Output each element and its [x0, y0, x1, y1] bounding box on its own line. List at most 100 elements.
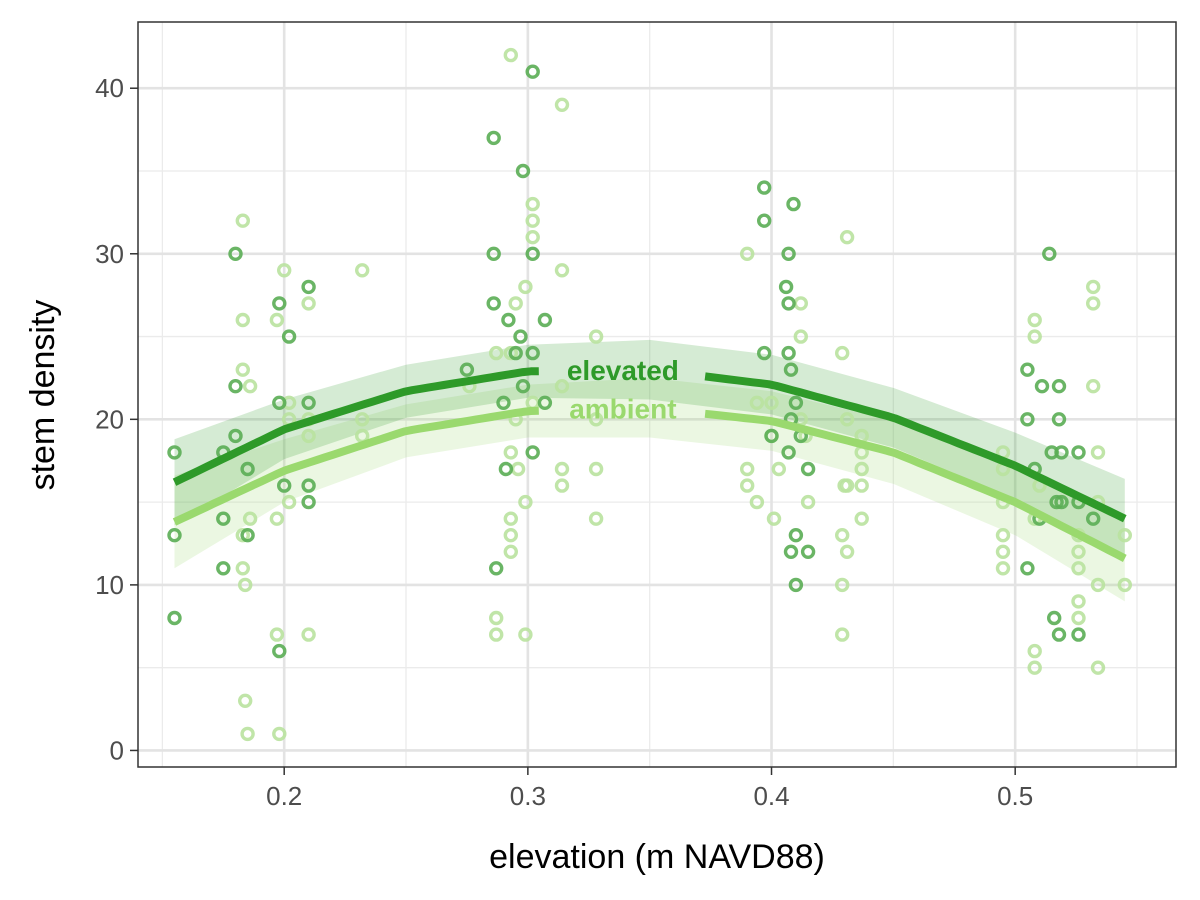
ambient-point — [766, 511, 782, 526]
ambient-point — [489, 610, 504, 626]
y-axis: 0 10 20 30 40 — [95, 73, 138, 765]
elevated-point — [498, 461, 514, 477]
ambient-point — [503, 511, 518, 526]
elevated-point — [1085, 511, 1101, 526]
ambient-point — [1027, 329, 1042, 344]
elevated-point — [1071, 445, 1086, 460]
elevated-point — [525, 445, 540, 460]
elevated-point — [167, 445, 182, 460]
ambient-point — [839, 478, 855, 493]
elevated-point — [781, 296, 796, 311]
ambient-point — [525, 213, 540, 228]
ambient-point — [835, 577, 850, 593]
elevated-point — [1046, 610, 1062, 626]
elevated-point — [1034, 379, 1050, 394]
elevated-point — [281, 329, 297, 344]
ambient-point — [854, 461, 869, 477]
ambient-point — [588, 511, 604, 526]
elevated-point — [778, 279, 794, 295]
ambient-point — [1090, 577, 1106, 593]
y-tick-label: 0 — [110, 735, 124, 765]
ambient-point — [740, 478, 755, 493]
ambient-point — [301, 296, 316, 311]
ambient-point — [740, 246, 755, 262]
elevated-point — [537, 312, 553, 328]
panel-border — [137, 21, 1177, 768]
ambient-point — [525, 229, 540, 245]
x-axis: 0.2 0.3 0.4 0.5 — [266, 767, 1033, 811]
ambient-point — [503, 544, 518, 559]
elevated-point — [486, 296, 501, 311]
elevated-fit-line — [172, 367, 539, 486]
ambient-curve-label: ambient — [569, 393, 676, 424]
ambient-point — [749, 395, 765, 410]
ambient-point — [854, 478, 869, 493]
ambient-point — [1071, 594, 1086, 609]
ambient-point — [518, 494, 533, 510]
ambient-point — [269, 312, 285, 328]
ambient-point — [1117, 577, 1133, 593]
elevated-point — [489, 561, 504, 576]
x-tick-label: 0.3 — [510, 781, 546, 811]
ambient-point — [554, 478, 570, 493]
ambient-point — [281, 494, 297, 510]
elevated-point — [1051, 412, 1067, 427]
ambient-point — [1071, 610, 1086, 626]
elevated-point — [800, 461, 816, 477]
elevated-curve-label: elevated — [567, 355, 679, 386]
elevated-point — [788, 528, 804, 543]
x-tick-label: 0.4 — [753, 781, 789, 811]
elevated-point — [240, 461, 255, 477]
ambient-point — [800, 494, 816, 510]
elevated-point — [486, 246, 501, 262]
ambient-point — [1071, 544, 1086, 559]
y-axis-title: stem density — [24, 300, 62, 491]
ambient-point — [489, 627, 504, 642]
ambient-point — [525, 196, 540, 212]
ambient-point — [269, 627, 285, 642]
elevated-point — [501, 312, 516, 328]
elevated-point — [800, 544, 816, 559]
elevated-point — [1042, 246, 1057, 262]
ambient-point — [355, 412, 370, 427]
elevated-point — [525, 64, 540, 79]
elevated-point — [301, 279, 316, 295]
elevated-point — [781, 345, 796, 361]
ambient-point — [771, 461, 786, 477]
curve-labels: elevated ambient — [567, 355, 679, 424]
elevated-point — [1051, 627, 1067, 642]
elevated-point — [167, 528, 182, 543]
y-tick-label: 20 — [95, 404, 124, 434]
ambient-point — [554, 379, 570, 394]
elevated-point — [277, 478, 292, 493]
elevated-point — [513, 329, 528, 344]
elevated-point — [167, 610, 182, 626]
ambient-point — [1027, 660, 1042, 675]
x-tick-label: 0.5 — [997, 781, 1033, 811]
elevated-point — [216, 561, 231, 576]
elevated-point — [272, 395, 287, 410]
ambient-point — [839, 544, 855, 559]
elevated-point — [1054, 445, 1069, 460]
ambient-point — [740, 461, 755, 477]
ambient-point — [235, 213, 251, 228]
ambient-point — [839, 412, 855, 427]
ambient-point — [237, 693, 253, 708]
elevated-point — [1054, 494, 1069, 510]
elevated-point — [1071, 627, 1086, 642]
ambient-point — [237, 577, 253, 593]
ambient-point — [242, 379, 258, 394]
elevated-point — [525, 345, 540, 361]
elevated-point — [216, 511, 231, 526]
ambient-point — [554, 263, 570, 278]
ambient-point — [272, 726, 287, 742]
ambient-point — [489, 345, 504, 361]
ambient-point — [235, 362, 251, 377]
ambient-point — [503, 345, 518, 361]
ambient-point — [301, 428, 316, 444]
elevated-point — [1020, 412, 1035, 427]
elevated-point — [301, 478, 316, 493]
elevated-point — [301, 494, 316, 510]
elevated-point — [783, 362, 799, 377]
ambient-point — [1071, 561, 1086, 576]
